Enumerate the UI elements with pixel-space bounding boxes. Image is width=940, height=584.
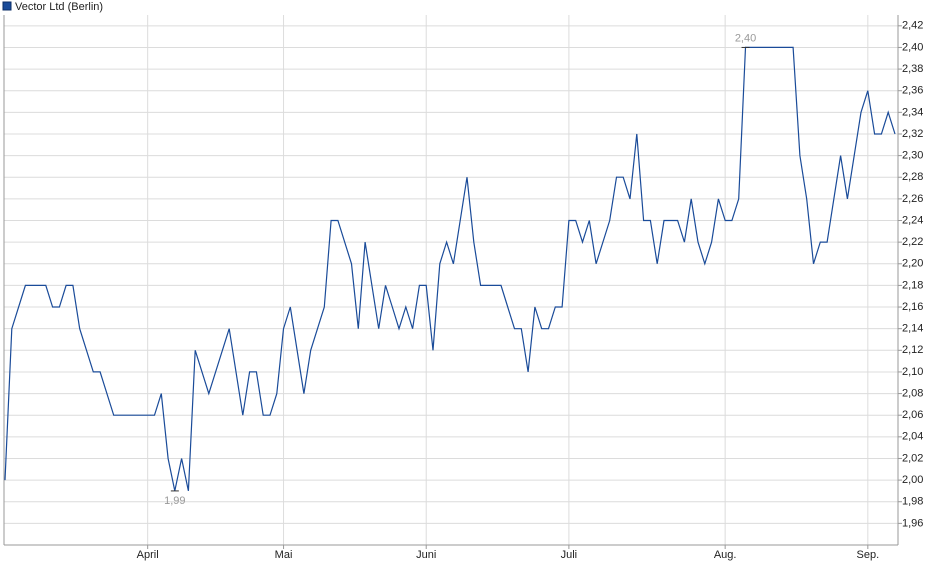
y-tick-label: 2,14 <box>902 323 923 335</box>
x-tick-label: Juli <box>561 549 578 561</box>
y-tick-label: 2,42 <box>902 20 923 32</box>
y-tick-label: 2,38 <box>902 63 923 75</box>
x-tick-label: Aug. <box>714 549 737 561</box>
y-tick-label: 2,12 <box>902 344 923 356</box>
y-tick-label: 2,34 <box>902 106 923 118</box>
annotation: 2,40 <box>735 32 756 44</box>
y-tick-label: 2,10 <box>902 366 923 378</box>
y-tick-label: 2,22 <box>902 236 923 248</box>
legend-swatch <box>2 1 12 11</box>
y-tick-label: 2,04 <box>902 431 923 443</box>
y-tick-label: 2,24 <box>902 214 923 226</box>
x-tick-label: Juni <box>416 549 436 561</box>
y-tick-label: 2,36 <box>902 85 923 97</box>
y-tick-label: 2,20 <box>902 258 923 270</box>
x-tick-label: April <box>137 549 159 561</box>
y-tick-label: 2,16 <box>902 301 923 313</box>
y-tick-label: 2,32 <box>902 128 923 140</box>
y-tick-label: 1,96 <box>902 517 923 529</box>
y-tick-label: 2,30 <box>902 150 923 162</box>
legend-label: Vector Ltd (Berlin) <box>15 1 103 13</box>
y-tick-label: 2,18 <box>902 279 923 291</box>
y-tick-label: 2,00 <box>902 474 923 486</box>
annotation: 1,99 <box>164 495 185 507</box>
y-tick-label: 2,40 <box>902 41 923 53</box>
x-tick-label: Mai <box>275 549 293 561</box>
y-tick-label: 2,06 <box>902 409 923 421</box>
price-line <box>4 46 896 492</box>
y-tick-label: 2,08 <box>902 387 923 399</box>
x-tick-label: Sep. <box>857 549 880 561</box>
y-tick-label: 2,28 <box>902 171 923 183</box>
y-tick-label: 2,02 <box>902 452 923 464</box>
y-tick-label: 1,98 <box>902 496 923 508</box>
y-tick-label: 2,26 <box>902 193 923 205</box>
